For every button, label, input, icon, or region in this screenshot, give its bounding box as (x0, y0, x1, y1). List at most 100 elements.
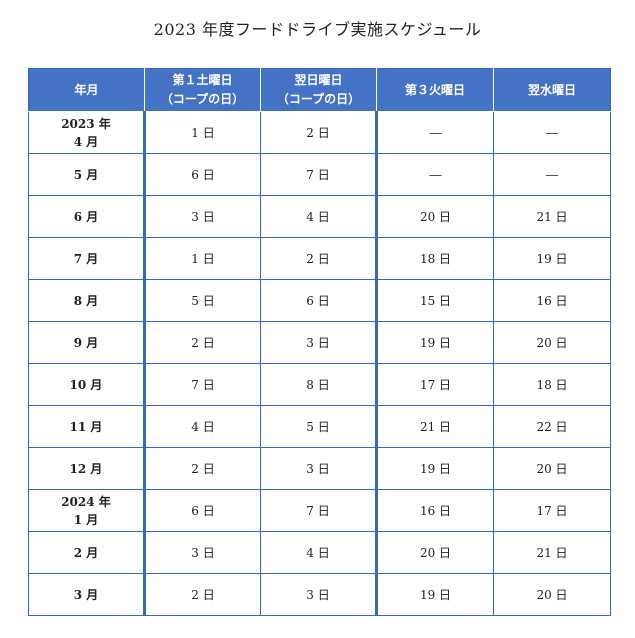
header-line: （コープの日） (160, 92, 245, 106)
month-line: 2024 年 (61, 494, 111, 509)
month-line: 4 月 (73, 134, 99, 149)
header-line: 年月 (74, 82, 99, 97)
next-wednesday-cell: 20 日 (493, 321, 611, 364)
third-tuesday-cell: 15 日 (375, 279, 494, 322)
first-saturday-cell: 2 日 (143, 447, 261, 490)
next-wednesday-cell: 20 日 (493, 573, 611, 616)
month-line: 5 月 (73, 167, 99, 182)
next-sunday-cell: 6 日 (260, 279, 377, 322)
month-cell: 2 月 (28, 531, 145, 574)
month-line: 2 月 (73, 545, 99, 560)
first-saturday-cell: 2 日 (143, 573, 261, 616)
third-tuesday-cell: ― (375, 111, 494, 154)
next-wednesday-cell: 20 日 (493, 447, 611, 490)
header-line: 翌水曜日 (527, 82, 576, 97)
next-wednesday-cell: 17 日 (493, 489, 611, 532)
month-cell: 3 月 (28, 573, 145, 616)
month-cell: 7 月 (28, 237, 145, 280)
header-year-month: 年月 (28, 68, 145, 112)
month-line: 3 月 (73, 587, 99, 602)
next-wednesday-cell: ― (493, 111, 611, 154)
first-saturday-cell: 6 日 (143, 489, 261, 532)
header-first-saturday: 第１土曜日 （コープの日） (144, 68, 261, 112)
month-cell: 5 月 (28, 153, 145, 196)
page-title: 2023 年度フードドライブ実施スケジュール (153, 20, 482, 39)
next-wednesday-cell: 18 日 (493, 363, 611, 406)
month-cell: 2024 年 1 月 (28, 489, 145, 532)
first-saturday-cell: 5 日 (143, 279, 261, 322)
month-cell: 2023 年 4 月 (28, 111, 145, 154)
header-third-tuesday: 第３火曜日 (376, 68, 494, 112)
next-wednesday-cell: 21 日 (493, 195, 611, 238)
header-line: 第３火曜日 (404, 82, 465, 97)
next-wednesday-cell: 22 日 (493, 405, 611, 448)
third-tuesday-cell: 19 日 (375, 447, 494, 490)
next-wednesday-cell: 16 日 (493, 279, 611, 322)
next-sunday-cell: 7 日 (260, 153, 377, 196)
header-line: （コープの日） (276, 92, 361, 106)
next-sunday-cell: 2 日 (260, 237, 377, 280)
month-cell: 9 月 (28, 321, 145, 364)
header-next-wednesday: 翌水曜日 (493, 68, 611, 112)
first-saturday-cell: 1 日 (143, 111, 261, 154)
month-cell: 12 月 (28, 447, 145, 490)
next-sunday-cell: 5 日 (260, 405, 377, 448)
first-saturday-cell: 6 日 (143, 153, 261, 196)
next-sunday-cell: 2 日 (260, 111, 377, 154)
month-cell: 11 月 (28, 405, 145, 448)
first-saturday-cell: 3 日 (143, 531, 261, 574)
next-wednesday-cell: ― (493, 153, 611, 196)
header-line: 翌日曜日 (294, 73, 343, 87)
next-sunday-cell: 7 日 (260, 489, 377, 532)
third-tuesday-cell: 20 日 (375, 531, 494, 574)
first-saturday-cell: 3 日 (143, 195, 261, 238)
next-sunday-cell: 8 日 (260, 363, 377, 406)
month-line: 12 月 (69, 461, 103, 476)
header-line: 第１土曜日 (172, 73, 233, 87)
third-tuesday-cell: 17 日 (375, 363, 494, 406)
month-line: 8 月 (73, 293, 99, 308)
next-sunday-cell: 3 日 (260, 447, 377, 490)
month-cell: 8 月 (28, 279, 145, 322)
schedule-table: 年月 第１土曜日 （コープの日） 翌日曜日 （コープの日） 第３火曜日 翌水曜日… (28, 68, 611, 616)
next-sunday-cell: 4 日 (260, 195, 377, 238)
first-saturday-cell: 1 日 (143, 237, 261, 280)
third-tuesday-cell: 19 日 (375, 321, 494, 364)
third-tuesday-cell: 21 日 (375, 405, 494, 448)
third-tuesday-cell: ― (375, 153, 494, 196)
third-tuesday-cell: 16 日 (375, 489, 494, 532)
header-next-sunday: 翌日曜日 （コープの日） (260, 68, 377, 112)
month-line: 7 月 (73, 251, 99, 266)
next-sunday-cell: 4 日 (260, 531, 377, 574)
next-sunday-cell: 3 日 (260, 321, 377, 364)
month-line: 6 月 (73, 209, 99, 224)
month-cell: 6 月 (28, 195, 145, 238)
month-line: 2023 年 (61, 116, 111, 131)
first-saturday-cell: 4 日 (143, 405, 261, 448)
next-sunday-cell: 3 日 (260, 573, 377, 616)
month-line: 9 月 (73, 335, 99, 350)
third-tuesday-cell: 18 日 (375, 237, 494, 280)
next-wednesday-cell: 21 日 (493, 531, 611, 574)
next-wednesday-cell: 19 日 (493, 237, 611, 280)
header-row: 年月 第１土曜日 （コープの日） 翌日曜日 （コープの日） 第３火曜日 翌水曜日 (28, 68, 611, 112)
third-tuesday-cell: 19 日 (375, 573, 494, 616)
month-line: 10 月 (69, 377, 103, 392)
month-line: 11 月 (69, 419, 103, 434)
third-tuesday-cell: 20 日 (375, 195, 494, 238)
first-saturday-cell: 7 日 (143, 363, 261, 406)
first-saturday-cell: 2 日 (143, 321, 261, 364)
month-cell: 10 月 (28, 363, 145, 406)
